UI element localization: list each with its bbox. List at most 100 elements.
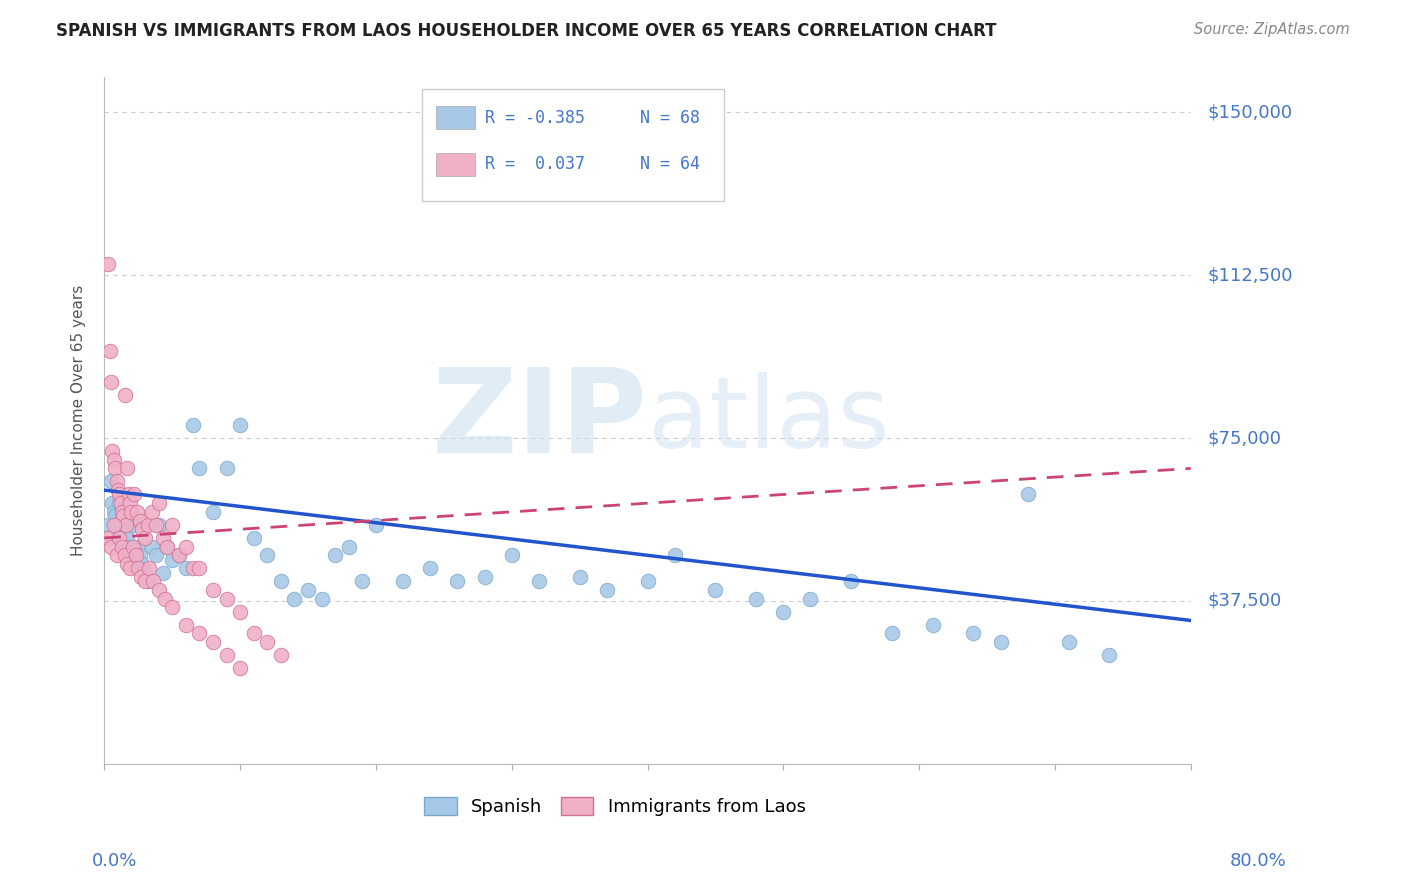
Point <box>121 540 143 554</box>
Point <box>114 549 136 563</box>
Point <box>990 635 1012 649</box>
Point <box>962 626 984 640</box>
Text: $37,500: $37,500 <box>1206 592 1281 610</box>
Point <box>118 540 141 554</box>
Point <box>114 387 136 401</box>
Point <box>103 452 125 467</box>
Point <box>104 461 127 475</box>
Text: N = 68: N = 68 <box>640 109 700 127</box>
Point <box>125 505 148 519</box>
Text: $112,500: $112,500 <box>1206 266 1292 284</box>
Point <box>105 517 128 532</box>
Point <box>188 461 211 475</box>
Text: R =  0.037: R = 0.037 <box>485 155 585 173</box>
Text: SPANISH VS IMMIGRANTS FROM LAOS HOUSEHOLDER INCOME OVER 65 YEARS CORRELATION CHA: SPANISH VS IMMIGRANTS FROM LAOS HOUSEHOL… <box>56 22 997 40</box>
Point <box>125 540 148 554</box>
Point <box>122 487 145 501</box>
Point <box>167 549 190 563</box>
Point <box>100 540 122 554</box>
Point <box>120 505 142 519</box>
Point <box>596 582 619 597</box>
Point <box>446 574 468 589</box>
Point <box>419 561 441 575</box>
Point <box>138 561 160 575</box>
Point <box>201 582 224 597</box>
Point <box>101 496 124 510</box>
Text: Source: ZipAtlas.com: Source: ZipAtlas.com <box>1194 22 1350 37</box>
Point <box>134 531 156 545</box>
Point <box>799 591 821 606</box>
Point <box>527 574 550 589</box>
Point <box>839 574 862 589</box>
Point <box>664 549 686 563</box>
Point <box>156 540 179 554</box>
Point <box>155 591 177 606</box>
Point <box>111 505 134 519</box>
Point <box>105 475 128 489</box>
Point <box>145 517 167 532</box>
Point <box>122 517 145 532</box>
Point <box>112 509 135 524</box>
Point <box>145 549 167 563</box>
Point <box>110 496 132 510</box>
Point <box>323 549 346 563</box>
Point <box>108 487 131 501</box>
Point <box>108 531 131 545</box>
Point <box>114 549 136 563</box>
Point <box>127 561 149 575</box>
Point <box>311 591 333 606</box>
Point <box>215 461 238 475</box>
Point <box>181 417 204 432</box>
Point <box>188 626 211 640</box>
Point <box>1017 487 1039 501</box>
Point <box>229 661 252 675</box>
Point <box>148 582 170 597</box>
Point <box>148 496 170 510</box>
Point <box>148 517 170 532</box>
Text: 80.0%: 80.0% <box>1230 852 1286 870</box>
Point <box>1098 648 1121 663</box>
Point <box>117 461 139 475</box>
Point <box>256 549 278 563</box>
Point <box>131 557 153 571</box>
Point <box>229 605 252 619</box>
Point <box>136 574 159 589</box>
Point <box>128 514 150 528</box>
Point <box>270 648 292 663</box>
Point <box>134 574 156 589</box>
Point <box>100 375 122 389</box>
Point <box>160 517 183 532</box>
Point <box>115 517 138 532</box>
Point <box>100 475 122 489</box>
Point <box>352 574 374 589</box>
Point <box>103 505 125 519</box>
Point <box>117 531 139 545</box>
Point <box>152 566 174 580</box>
Point <box>181 561 204 575</box>
Point <box>118 487 141 501</box>
Y-axis label: Householder Income Over 65 years: Householder Income Over 65 years <box>72 285 86 557</box>
Point <box>201 635 224 649</box>
Point <box>501 549 523 563</box>
Point <box>337 540 360 554</box>
Point <box>160 552 183 566</box>
Point <box>188 561 211 575</box>
Text: R = -0.385: R = -0.385 <box>485 109 585 127</box>
Point <box>120 496 142 510</box>
Text: N = 64: N = 64 <box>640 155 700 173</box>
Point <box>115 517 138 532</box>
Point <box>745 591 768 606</box>
Point <box>242 531 264 545</box>
Point <box>297 582 319 597</box>
Point <box>141 540 163 554</box>
Point <box>215 591 238 606</box>
Point <box>174 540 197 554</box>
Point <box>256 635 278 649</box>
Point <box>111 531 134 545</box>
Point <box>104 509 127 524</box>
Point <box>136 517 159 532</box>
Point <box>364 517 387 532</box>
Point <box>110 514 132 528</box>
Point <box>117 557 139 571</box>
Point <box>568 570 591 584</box>
